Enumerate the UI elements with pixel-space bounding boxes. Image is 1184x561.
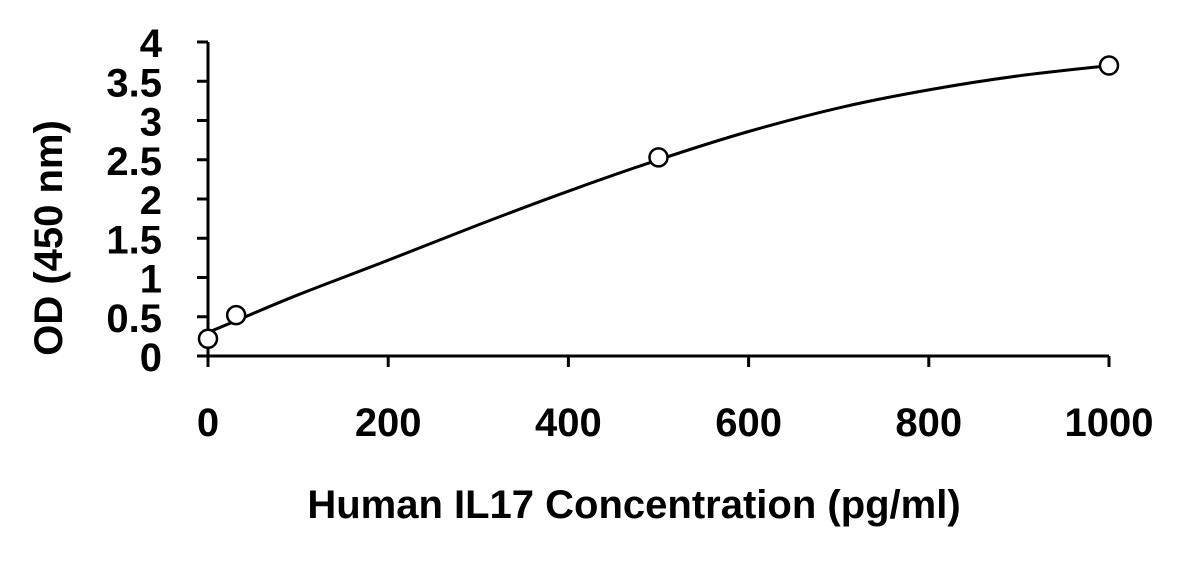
x-tick-label: 600	[715, 401, 782, 445]
axes	[206, 42, 1109, 358]
y-tick-label: 3	[140, 101, 162, 145]
x-tick-label: 800	[895, 401, 962, 445]
data-points	[197, 55, 1120, 349]
x-tick-label: 1000	[1065, 401, 1154, 445]
data-point	[197, 328, 219, 349]
data-point	[648, 147, 669, 168]
y-tick-label: 0.5	[106, 297, 162, 341]
data-point	[1098, 55, 1120, 76]
y-tick-label: 3.5	[106, 61, 162, 105]
x-ticks: 0 200 400 600 800 1000	[197, 356, 1154, 445]
data-point	[225, 304, 247, 326]
y-ticks: 00.511.522.533.54	[106, 22, 208, 380]
x-tick-label: 400	[535, 401, 602, 445]
y-tick-label: 2	[140, 179, 162, 223]
y-tick-label: 2.5	[106, 140, 162, 184]
y-tick-label: 0	[140, 336, 162, 380]
y-tick-label: 4	[140, 22, 163, 66]
y-tick-label: 1	[140, 258, 162, 302]
y-axis-title: OD (450 nm)	[27, 120, 71, 356]
y-tick-label: 1.5	[106, 218, 162, 262]
x-axis-title: Human IL17 Concentration (pg/ml)	[307, 483, 960, 527]
x-tick-label: 200	[355, 401, 422, 445]
fit-curve	[207, 64, 1110, 334]
x-tick-label: 0	[197, 401, 219, 445]
